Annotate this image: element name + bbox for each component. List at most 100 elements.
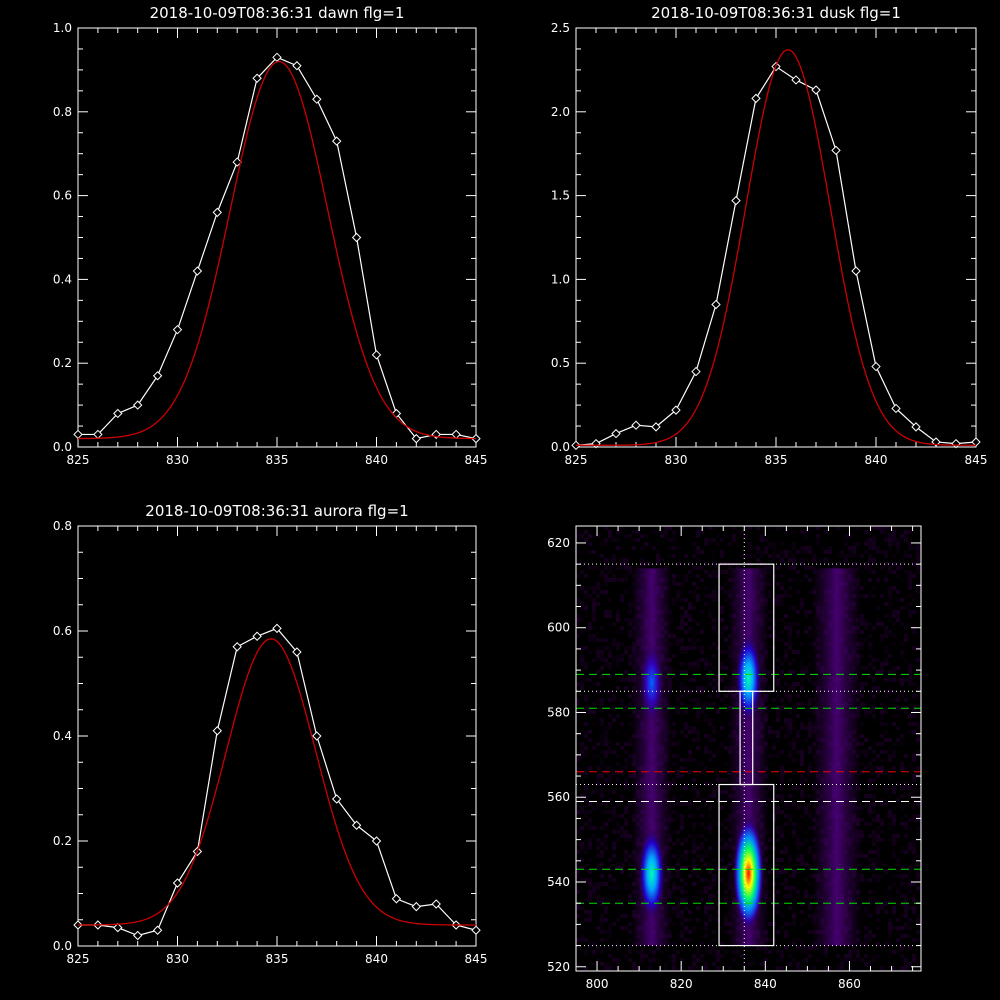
- heatmap-noise-cell: [612, 782, 616, 786]
- heatmap-noise-cell: [844, 954, 848, 958]
- heatmap-noise-cell: [588, 550, 592, 554]
- heatmap-noise-cell: [576, 718, 580, 722]
- heatmap-noise-cell: [796, 850, 800, 854]
- heatmap-noise-cell: [900, 578, 904, 582]
- heatmap-noise-cell: [712, 598, 716, 602]
- heatmap-noise-cell: [584, 810, 588, 814]
- heatmap-noise-cell: [804, 690, 808, 694]
- heatmap-noise-cell: [680, 814, 684, 818]
- heatmap-noise-cell: [724, 590, 728, 594]
- heatmap-noise-cell: [796, 714, 800, 718]
- heatmap-noise-cell: [832, 958, 836, 962]
- heatmap-noise-cell: [720, 858, 724, 862]
- heatmap-noise-cell: [900, 558, 904, 562]
- heatmap-noise-cell: [912, 806, 916, 810]
- heatmap-noise-cell: [724, 806, 728, 810]
- heatmap-noise-cell: [868, 698, 872, 702]
- heatmap-noise-cell: [792, 678, 796, 682]
- heatmap-noise-cell: [744, 534, 748, 538]
- heatmap-noise-cell: [624, 954, 628, 958]
- heatmap-noise-cell: [684, 690, 688, 694]
- heatmap-noise-cell: [916, 646, 920, 650]
- heatmap-noise-cell: [644, 534, 648, 538]
- heatmap-noise-cell: [916, 630, 920, 634]
- heatmap-noise-cell: [700, 822, 704, 826]
- heatmap-noise-cell: [716, 842, 720, 846]
- heatmap-noise-cell: [692, 642, 696, 646]
- heatmap-noise-cell: [680, 966, 684, 970]
- heatmap-noise-cell: [624, 678, 628, 682]
- heatmap-noise-cell: [888, 678, 892, 682]
- data-point-marker: [831, 145, 841, 156]
- heatmap-noise-cell: [904, 638, 908, 642]
- heatmap-noise-cell: [868, 694, 872, 698]
- heatmap-noise-cell: [712, 794, 716, 798]
- heatmap-noise-cell: [712, 626, 716, 630]
- heatmap-noise-cell: [620, 766, 624, 770]
- heatmap-noise-cell: [872, 834, 876, 838]
- heatmap-noise-cell: [784, 814, 788, 818]
- heatmap-noise-cell: [628, 722, 632, 726]
- heatmap-noise-cell: [592, 894, 596, 898]
- heatmap-noise-cell: [716, 694, 720, 698]
- heatmap-noise-cell: [680, 730, 684, 734]
- heatmap-noise-cell: [600, 914, 604, 918]
- heatmap-noise-cell: [628, 854, 632, 858]
- heatmap-noise-cell: [912, 846, 916, 850]
- heatmap-noise-cell: [624, 806, 628, 810]
- heatmap-noise-cell: [820, 950, 824, 954]
- heatmap-noise-cell: [676, 654, 680, 658]
- heatmap-noise-cell: [592, 586, 596, 590]
- heatmap-noise-cell: [604, 886, 608, 890]
- heatmap-noise-cell: [612, 882, 616, 886]
- heatmap-noise-cell: [908, 574, 912, 578]
- heatmap-noise-cell: [864, 550, 868, 554]
- heatmap-noise-cell: [624, 578, 628, 582]
- heatmap-noise-cell: [876, 550, 880, 554]
- heatmap-noise-cell: [628, 762, 632, 766]
- heatmap-noise-cell: [700, 578, 704, 582]
- heatmap-noise-cell: [780, 638, 784, 642]
- heatmap-noise-cell: [828, 562, 832, 566]
- heatmap-noise-cell: [704, 802, 708, 806]
- heatmap-noise-cell: [808, 530, 812, 534]
- heatmap-noise-cell: [800, 922, 804, 926]
- heatmap-noise-cell: [772, 746, 776, 750]
- heatmap-noise-cell: [900, 850, 904, 854]
- data-point-marker: [312, 731, 322, 741]
- heatmap-noise-cell: [784, 838, 788, 842]
- heatmap-noise-cell: [576, 882, 580, 886]
- heatmap-noise-cell: [720, 790, 724, 794]
- heatmap-noise-cell: [604, 738, 608, 742]
- heatmap-noise-cell: [616, 882, 620, 886]
- heatmap-noise-cell: [768, 730, 772, 734]
- heatmap-noise-cell: [900, 882, 904, 886]
- heatmap-noise-cell: [712, 902, 716, 906]
- heatmap-noise-cell: [712, 538, 716, 542]
- heatmap-noise-cell: [712, 654, 716, 658]
- y-tick-label: 2.5: [551, 21, 570, 35]
- heatmap-noise-cell: [780, 766, 784, 770]
- heatmap-noise-cell: [580, 686, 584, 690]
- heatmap-noise-cell: [620, 654, 624, 658]
- heatmap-noise-cell: [684, 882, 688, 886]
- x-tick-label: 835: [266, 952, 289, 966]
- heatmap-noise-cell: [784, 870, 788, 874]
- heatmap-noise-cell: [864, 854, 868, 858]
- heatmap-noise-cell: [896, 530, 900, 534]
- heatmap-noise-cell: [628, 922, 632, 926]
- heatmap-noise-cell: [712, 726, 716, 730]
- heatmap-noise-cell: [604, 570, 608, 574]
- heatmap-noise-cell: [676, 850, 680, 854]
- heatmap-noise-cell: [704, 962, 708, 966]
- heatmap-noise-cell: [904, 910, 908, 914]
- heatmap-noise-cell: [880, 966, 884, 970]
- heatmap-noise-cell: [884, 838, 888, 842]
- heatmap-noise-cell: [908, 802, 912, 806]
- heatmap-noise-cell: [684, 866, 688, 870]
- heatmap-noise-cell: [592, 542, 596, 546]
- heatmap-noise-cell: [852, 566, 856, 570]
- heatmap-noise-cell: [880, 710, 884, 714]
- heatmap-noise-cell: [864, 710, 868, 714]
- heatmap-noise-cell: [660, 530, 664, 534]
